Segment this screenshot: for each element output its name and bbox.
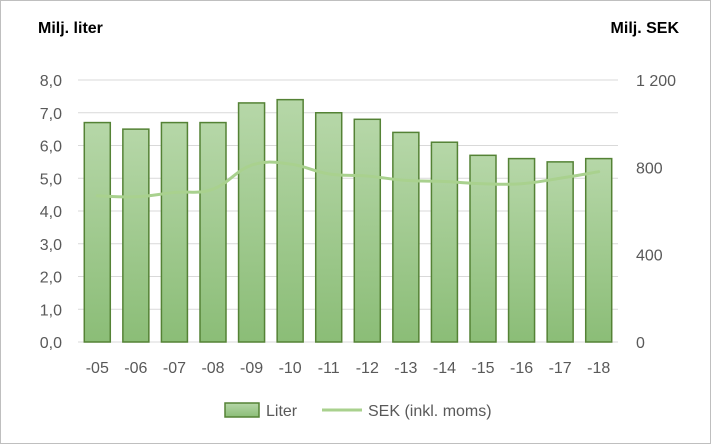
left-axis-tick-label: 5,0 [40, 171, 62, 188]
bar [353, 118, 382, 343]
gridlines [78, 79, 618, 343]
right-axis-tick-label: 0 [636, 335, 645, 352]
bar [237, 102, 266, 343]
bar [584, 157, 613, 343]
bar [469, 154, 497, 343]
x-axis-tick-label: -11 [318, 360, 340, 377]
x-axis-tick-label: -05 [86, 360, 109, 377]
axis-ticks: 0,0 1,0 2,0 3,0 4,0 5,0 6,0 7,0 8,0 0 400 800 1 200 -… [40, 73, 676, 377]
bar [314, 112, 343, 343]
legend-label-sek: SEK (inkl. moms) [368, 403, 492, 420]
bar-series [83, 98, 613, 343]
right-axis-tick-label: 800 [636, 160, 663, 177]
bar [199, 121, 227, 343]
x-axis-tick-label: -16 [510, 360, 533, 377]
bar [507, 157, 536, 343]
x-axis-tick-label: -06 [124, 360, 147, 377]
bar [546, 161, 574, 343]
x-axis-tick-label: -17 [549, 360, 572, 377]
x-axis-tick-label: -15 [471, 360, 494, 377]
left-axis-tick-label: 1,0 [40, 302, 62, 319]
bar [122, 128, 150, 343]
left-axis-tick-label: 8,0 [40, 73, 62, 90]
left-axis-tick-label: 2,0 [40, 270, 62, 287]
x-axis-tick-label: -10 [279, 360, 302, 377]
legend: Liter SEK (inkl. moms) [224, 402, 492, 420]
x-axis-tick-label: -08 [201, 360, 224, 377]
legend-label-liter: Liter [266, 403, 298, 420]
x-axis-tick-label: -09 [240, 360, 263, 377]
left-axis-unit-label: Milj. liter [38, 20, 103, 37]
bar [83, 121, 112, 343]
left-axis-tick-label: 3,0 [40, 237, 62, 254]
x-axis-tick-label: -13 [394, 360, 417, 377]
left-axis-tick-label: 6,0 [40, 139, 62, 156]
x-axis-tick-label: -18 [587, 360, 610, 377]
right-axis-tick-label: 1 200 [636, 73, 676, 90]
left-axis-tick-label: 7,0 [40, 106, 62, 123]
bar [430, 141, 459, 343]
right-axis-unit-label: Milj. SEK [610, 20, 679, 37]
left-axis-tick-label: 4,0 [40, 204, 62, 221]
left-axis-tick-label: 0,0 [40, 335, 62, 352]
bar [276, 98, 304, 343]
x-axis-tick-label: -12 [356, 360, 379, 377]
x-axis-tick-label: -07 [163, 360, 186, 377]
right-axis-tick-label: 400 [636, 248, 663, 265]
bar [392, 131, 420, 343]
line-series [95, 160, 601, 199]
legend-swatch-liter [224, 402, 260, 418]
bar [160, 121, 189, 343]
x-axis-tick-label: -14 [433, 360, 456, 377]
sek-line [95, 160, 601, 199]
